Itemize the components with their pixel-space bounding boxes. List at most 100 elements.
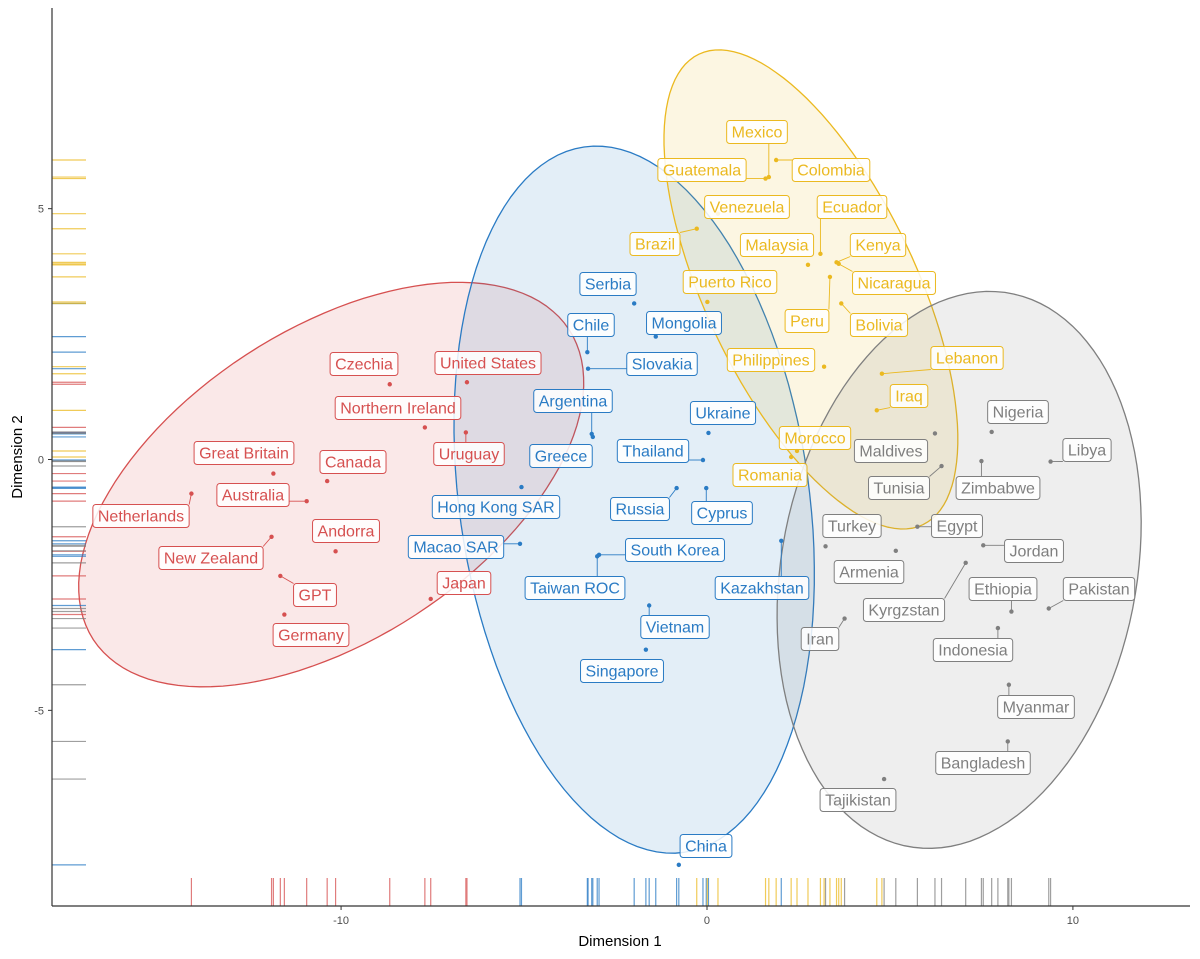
point-label: Singapore [580,659,664,683]
label-box [679,834,733,858]
label-box [930,346,1004,370]
label-text: Netherlands [98,509,184,526]
label-text: Germany [278,628,344,645]
data-point [989,429,994,435]
point-label: Great Britain [193,441,295,465]
point-label: Iran [800,627,840,651]
label-box [92,504,190,528]
label-text: Morocco [784,431,845,448]
point-label: Slovakia [626,352,698,376]
point-label: Ukraine [689,401,757,425]
label-text: Canada [325,455,381,472]
point-label: Australia [216,483,290,507]
point-label: GPT [293,583,337,607]
point-label: Netherlands [92,504,190,528]
label-text: Tajikistan [825,793,891,810]
label-box [646,311,722,335]
label-box [1062,577,1136,601]
data-point [705,299,710,305]
label-box [889,384,929,408]
point-label: Thailand [616,439,690,463]
label-box [935,751,1031,775]
point-label: Greece [529,444,593,468]
data-point [304,498,309,504]
y-tick-label: 0 [38,455,44,467]
label-box [567,313,615,337]
label-text: GPT [299,588,332,605]
point-label: New Zealand [158,546,264,570]
data-point [464,380,470,385]
label-text: Egypt [937,519,978,536]
label-text: Bolivia [855,318,902,335]
label-text: Kyrgzstan [868,603,939,620]
label-box [931,514,983,538]
data-point [189,491,194,496]
label-text: Andorra [318,524,375,541]
point-label: Tajikistan [819,788,897,812]
data-point [995,625,1001,631]
data-point [836,261,841,267]
label-box [822,514,882,538]
point-label: Cyprus [691,501,753,525]
point-label: Turkey [822,514,882,538]
data-point [881,776,887,782]
label-text: Vietnam [646,620,704,637]
label-box [216,483,290,507]
label-box [784,309,830,333]
label-box [616,439,690,463]
label-box [312,519,380,543]
label-text: Colombia [797,163,865,180]
point-label: Lebanon [930,346,1004,370]
label-box [407,535,505,559]
point-label: Venezuela [704,195,790,219]
data-point [1006,682,1012,687]
data-point [704,485,709,491]
point-label: Romania [732,463,808,487]
data-point [932,431,938,436]
label-box [529,444,593,468]
label-text: Malaysia [745,238,808,255]
point-label: Ecuador [816,195,888,219]
data-point [517,541,523,546]
data-point [1046,606,1051,611]
label-box [726,348,816,372]
label-box [689,401,757,425]
point-label: Philippines [726,348,816,372]
data-point [842,616,847,621]
point-label: Guatemala [657,158,747,182]
label-text: Guatemala [663,163,741,180]
label-text: Serbia [585,277,631,294]
label-box [334,396,462,420]
label-text: Great Britain [199,446,289,463]
leader-line [838,263,853,272]
label-text: Australia [222,488,284,505]
label-box [436,571,492,595]
data-point [271,471,276,476]
label-box [726,120,788,144]
label-text: Armenia [839,565,899,582]
leader-line [929,465,942,477]
label-text: Chile [573,318,610,335]
label-text: Japan [442,576,486,593]
leader-line [280,575,294,584]
data-point [324,478,330,484]
label-text: Cyprus [697,506,748,523]
x-tick-label: -10 [333,915,349,927]
point-label: Morocco [778,426,852,450]
label-text: Jordan [1010,544,1059,561]
point-label: Russia [610,497,670,521]
label-box [293,583,337,607]
point-label: Mongolia [646,311,722,335]
point-label: Hong Kong SAR [431,495,561,519]
label-text: Ecuador [822,200,882,217]
label-text: Thailand [622,444,683,461]
point-label: Chile [567,313,615,337]
leader-lines [188,143,1064,752]
label-text: Mexico [732,125,783,142]
data-point [939,463,944,469]
label-text: Russia [616,502,665,519]
label-box [1004,539,1064,563]
point-label: United States [434,351,542,375]
label-text: Mongolia [652,316,717,333]
label-box [853,439,929,463]
